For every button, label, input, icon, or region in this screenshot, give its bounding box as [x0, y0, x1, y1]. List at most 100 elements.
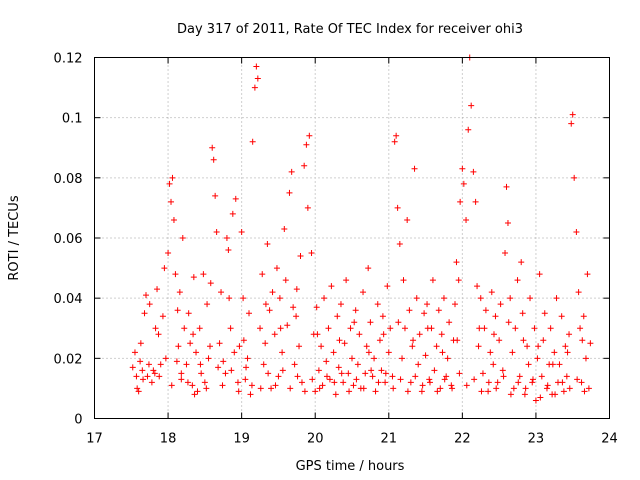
data-point: [262, 340, 269, 347]
data-point: [236, 343, 243, 350]
data-point: [162, 355, 169, 362]
data-point: [518, 259, 525, 266]
data-point: [465, 126, 472, 133]
data-point: [400, 277, 407, 284]
data-point: [453, 259, 460, 266]
data-point: [229, 210, 236, 217]
data-point: [368, 367, 375, 374]
grid: [94, 57, 610, 419]
data-point: [587, 340, 594, 347]
data-point: [547, 325, 554, 332]
data-point: [157, 361, 164, 368]
data-point: [476, 325, 483, 332]
data-point: [350, 382, 357, 389]
data-point: [385, 349, 392, 356]
data-point: [297, 253, 304, 260]
data-point: [563, 373, 570, 380]
data-point: [141, 310, 148, 317]
data-point: [488, 289, 495, 296]
data-point: [514, 277, 521, 284]
data-point: [215, 364, 222, 371]
y-tick-label: 0.06: [54, 232, 83, 247]
data-point: [240, 295, 247, 302]
data-point: [439, 349, 446, 356]
data-point: [281, 225, 288, 232]
data-point: [452, 301, 458, 308]
data-point: [204, 301, 211, 308]
data-point: [535, 343, 542, 350]
y-tick-label: 0.1: [62, 112, 83, 127]
data-point: [485, 379, 492, 386]
data-point: [443, 373, 450, 380]
data-point: [286, 189, 293, 196]
data-point: [338, 370, 345, 377]
data-point: [301, 162, 308, 169]
data-point: [434, 388, 441, 395]
data-point: [315, 367, 322, 374]
data-point: [148, 379, 155, 386]
data-point: [455, 277, 462, 284]
data-point: [279, 349, 286, 356]
data-point: [328, 283, 335, 290]
data-point: [168, 198, 175, 205]
data-point: [376, 337, 383, 344]
data-point: [477, 295, 484, 302]
data-point: [264, 241, 271, 248]
data-point: [391, 138, 398, 145]
data-point: [266, 307, 273, 314]
data-point: [193, 349, 200, 356]
data-point: [161, 265, 168, 272]
data-point: [151, 370, 158, 377]
data-point: [210, 156, 217, 163]
data-point: [365, 265, 372, 272]
data-point: [330, 349, 337, 356]
data-point: [470, 168, 477, 175]
data-point: [334, 313, 341, 320]
data-point: [346, 388, 353, 395]
data-point: [243, 364, 250, 371]
data-point: [139, 367, 146, 374]
data-point: [219, 382, 226, 389]
data-point: [544, 382, 551, 389]
data-point: [265, 370, 272, 377]
data-point: [249, 138, 256, 145]
data-point: [156, 373, 163, 380]
data-point: [242, 376, 249, 383]
data-point: [578, 379, 585, 386]
data-point: [253, 63, 260, 70]
y-tick-label: 0: [74, 413, 82, 428]
data-point: [413, 295, 420, 302]
data-point: [222, 370, 229, 377]
data-point: [566, 385, 573, 392]
data-point: [129, 364, 136, 371]
data-point: [541, 310, 548, 317]
data-point: [175, 343, 182, 350]
data-point: [562, 343, 569, 350]
data-point: [404, 216, 411, 223]
data-point: [441, 376, 448, 383]
data-point: [336, 337, 343, 344]
data-point: [269, 289, 276, 296]
data-point: [326, 376, 333, 383]
data-point: [571, 174, 578, 181]
data-point: [306, 132, 313, 139]
data-point: [521, 391, 528, 398]
data-point: [159, 313, 166, 320]
data-point: [371, 355, 378, 362]
data-point: [288, 168, 295, 175]
data-point: [282, 277, 289, 284]
data-point: [268, 385, 275, 392]
data-point: [454, 337, 461, 344]
data-point: [568, 120, 575, 127]
data-point: [551, 349, 558, 356]
data-point: [347, 325, 354, 332]
data-point: [574, 376, 581, 383]
data-point: [525, 361, 532, 368]
data-point: [185, 310, 192, 317]
data-point: [493, 385, 500, 392]
data-point: [354, 361, 361, 368]
data-point: [277, 325, 284, 332]
data-point: [474, 283, 481, 290]
data-point: [560, 388, 567, 395]
data-point: [131, 349, 138, 356]
